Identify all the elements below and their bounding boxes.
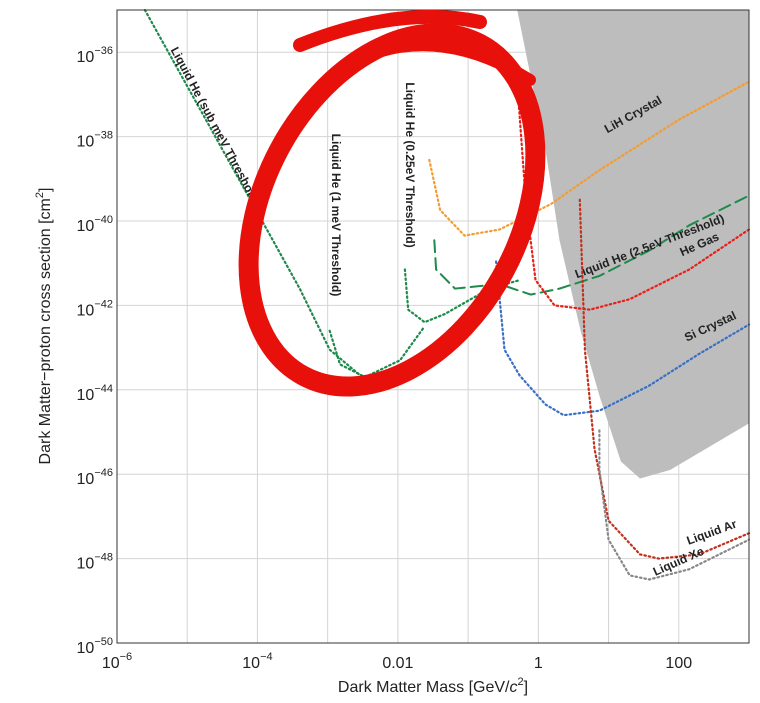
- y-tick-label-exp: −48: [94, 552, 113, 564]
- y-tick-label: 10−44: [77, 383, 113, 404]
- annotation-scribble: [238, 9, 546, 397]
- x-tick-label: 100: [665, 655, 692, 672]
- x-tick-label: 1: [534, 655, 543, 672]
- x-axis-label: Dark Matter Mass [GeV/c2]: [338, 676, 528, 696]
- series-line: [598, 429, 751, 581]
- y-tick-label: 10−46: [77, 467, 113, 488]
- y-tick-label-base: 10: [77, 640, 95, 657]
- y-tick-label-exp: −38: [94, 130, 113, 142]
- series-line: [578, 198, 751, 560]
- series-label: Liquid Ar: [685, 517, 739, 548]
- y-tick-label-base: 10: [77, 471, 95, 488]
- series-label: Liquid He (0.25eV Threshold): [403, 82, 417, 247]
- y-tick-label-base: 10: [77, 49, 95, 66]
- y-tick-label: 10−36: [77, 45, 113, 66]
- y-tick-label: 10−40: [77, 214, 113, 235]
- x-tick-label-exp: −6: [120, 651, 133, 663]
- x-tick-label-exp: −4: [260, 651, 273, 663]
- x-tick-label-base: 10: [102, 655, 120, 672]
- y-tick-label-exp: −42: [94, 298, 113, 310]
- y-tick-label-exp: −50: [94, 636, 113, 648]
- y-tick-label-base: 10: [77, 218, 95, 235]
- series-line: [495, 260, 751, 417]
- plot-area: Liquid He (sub meV Threshold) Liquid He (…: [116, 8, 751, 644]
- y-tick-label-base: 10: [77, 134, 95, 151]
- y-tick-label-exp: −36: [94, 45, 113, 57]
- y-tick-label: 10−48: [77, 552, 113, 573]
- y-tick-label: 10−38: [77, 130, 113, 151]
- x-tick-label: 10−6: [102, 651, 132, 672]
- x-tick-label: 0.01: [382, 655, 413, 672]
- y-tick-label-base: 10: [77, 387, 95, 404]
- x-tick-label-base: 10: [242, 655, 260, 672]
- y-tick-label: 10−50: [77, 636, 113, 657]
- y-tick-label-exp: −40: [94, 214, 113, 226]
- y-tick-label: 10−42: [77, 298, 113, 319]
- x-tick-label: 10−4: [242, 651, 272, 672]
- series-line: [143, 8, 362, 377]
- y-tick-label-base: 10: [77, 556, 95, 573]
- y-tick-label-exp: −44: [94, 383, 113, 395]
- excluded-region: [517, 10, 749, 479]
- series-label: Liquid He (sub meV Threshold): [168, 45, 264, 208]
- series-label: Liquid He (1 meV Threshold): [329, 134, 343, 297]
- y-tick-label-base: 10: [77, 302, 95, 319]
- y-axis-label: Dark Matter−proton cross section [cm2]: [34, 188, 54, 465]
- y-tick-label-exp: −46: [94, 467, 113, 479]
